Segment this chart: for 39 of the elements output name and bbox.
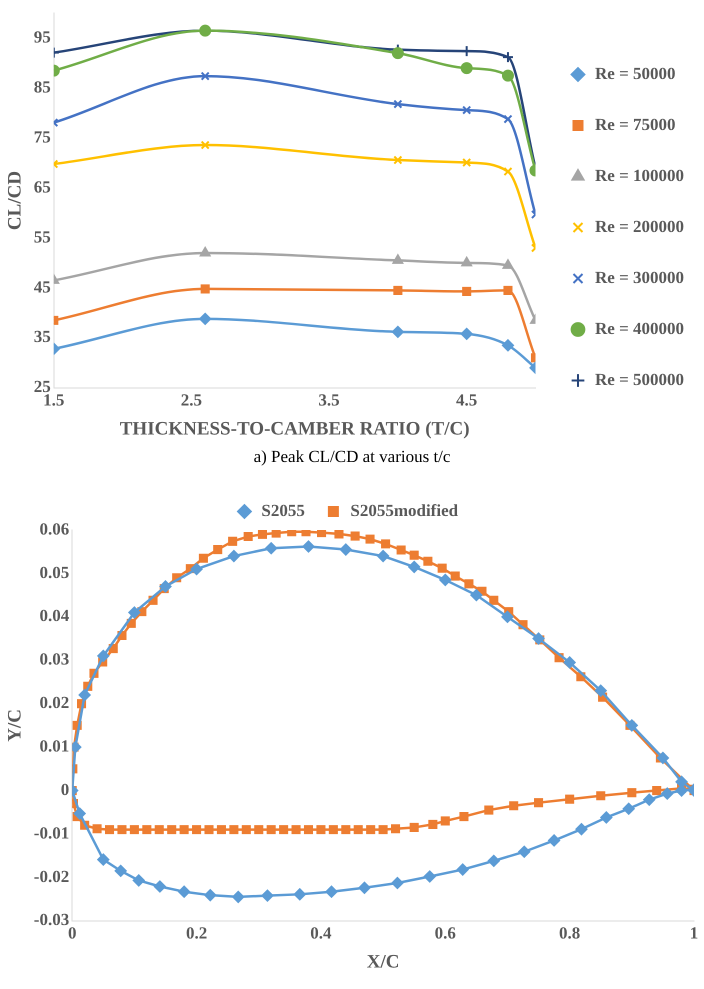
y-tick-label: 55 bbox=[34, 227, 51, 246]
y-axis-title: CL/CD bbox=[4, 170, 26, 230]
y-axis-title: Y/C bbox=[4, 709, 26, 742]
y-tick-label: 35 bbox=[34, 327, 51, 346]
legend-label: Re = 75000 bbox=[594, 114, 676, 134]
legend-label: S2055modified bbox=[350, 500, 459, 520]
y-tick-label: -0.03 bbox=[34, 910, 70, 930]
x-axis-title: X/C bbox=[366, 952, 400, 973]
legend-label: S2055 bbox=[261, 500, 305, 520]
x-tick-label: 0.2 bbox=[186, 923, 208, 942]
y-tick-label: 0.03 bbox=[39, 650, 70, 669]
y-tick-label: 0.04 bbox=[39, 606, 70, 626]
text: a) Peak CL/CD at various t/c bbox=[252, 447, 452, 467]
x-tick-label: 0.8 bbox=[559, 923, 580, 942]
legend-label: Re = 200000 bbox=[594, 216, 684, 236]
x-tick-label: 0.4 bbox=[310, 923, 332, 942]
x-tick-label: 2.5 bbox=[180, 390, 202, 410]
legend-label: Re = 300000 bbox=[594, 268, 684, 287]
legend-label: Re = 50000 bbox=[594, 64, 676, 83]
y-tick-label: 0.01 bbox=[39, 736, 70, 756]
legend-label: Re = 100000 bbox=[594, 166, 684, 185]
x-axis-title: THICKNESS-TO-CAMBER RATIO (T/C) bbox=[120, 418, 470, 440]
y-tick-label: 45 bbox=[34, 277, 51, 296]
x-tick-label: 1 bbox=[690, 923, 698, 942]
x-tick-label: 3.5 bbox=[318, 390, 340, 410]
y-tick-label: 0 bbox=[60, 780, 70, 799]
y-tick-label: -0.01 bbox=[34, 823, 70, 842]
x-tick-label: 4.5 bbox=[456, 390, 478, 410]
y-tick-label: 95 bbox=[34, 28, 51, 47]
y-tick-label: -0.02 bbox=[34, 866, 70, 886]
y-tick-label: 65 bbox=[34, 177, 51, 196]
legend-label: Re = 400000 bbox=[594, 318, 684, 338]
y-tick-label: 0.02 bbox=[39, 693, 70, 712]
y-tick-label: 75 bbox=[34, 127, 51, 146]
x-tick-label: 0.6 bbox=[434, 923, 456, 942]
y-tick-label: 85 bbox=[34, 78, 51, 97]
legend-label: Re = 500000 bbox=[594, 370, 684, 389]
y-tick-label: 0.06 bbox=[39, 519, 70, 538]
y-tick-label: 0.05 bbox=[39, 562, 70, 582]
